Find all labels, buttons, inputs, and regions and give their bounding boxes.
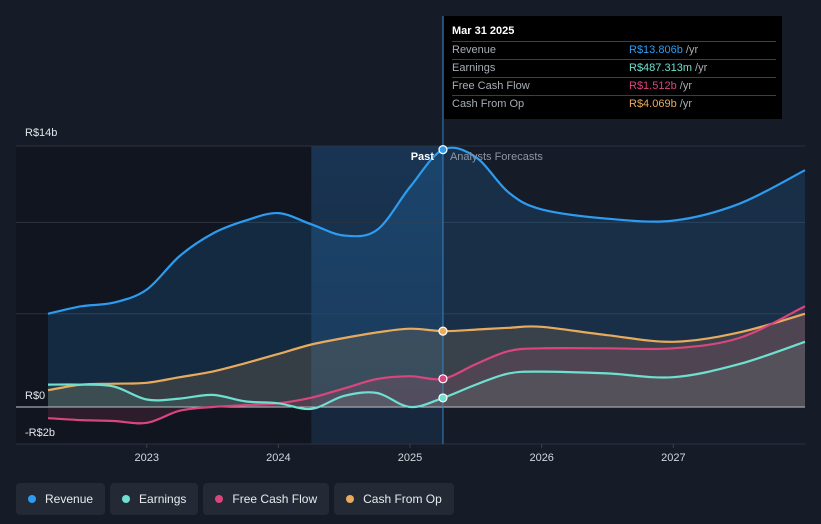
tooltip-value: R$13.806b	[629, 44, 683, 56]
y-tick-label: R$0	[25, 390, 45, 402]
revenue-area	[48, 147, 805, 407]
past-highlight-region	[311, 146, 443, 444]
free-cash-flow-line	[47, 305, 806, 425]
revenue-dot-icon	[28, 495, 36, 503]
x-tick-label: 2023	[134, 452, 158, 464]
legend-item-earnings[interactable]: Earnings	[110, 483, 199, 515]
tooltip-value: R$487.313m	[629, 62, 692, 74]
revenue-marker	[438, 145, 448, 155]
earnings-line	[47, 340, 806, 411]
tooltip-label: Earnings	[452, 62, 496, 74]
past-label: Past	[411, 151, 435, 163]
past-background	[16, 146, 312, 444]
tooltip-unit: /yr	[692, 62, 708, 74]
tooltip-unit: /yr	[682, 44, 699, 56]
revenue-line	[47, 146, 806, 315]
legend-item-cash-from-op[interactable]: Cash From Op	[334, 483, 454, 515]
cash-from-op-line	[47, 312, 806, 392]
tooltip-row-earnings: Earnings R$487.313m /yr	[452, 59, 776, 77]
x-tick-label: 2024	[266, 452, 290, 464]
free-cash-flow-area	[48, 306, 805, 424]
y-tick-label: -R$2b	[25, 427, 55, 439]
legend-item-free-cash-flow[interactable]: Free Cash Flow	[203, 483, 330, 515]
earnings-area	[48, 341, 805, 410]
legend-label: Earnings	[139, 492, 187, 506]
x-tick-label: 2027	[661, 452, 685, 464]
y-tick-label: R$14b	[25, 127, 57, 139]
x-tick-label: 2026	[529, 452, 553, 464]
tooltip-label: Free Cash Flow	[452, 80, 530, 92]
legend-label: Free Cash Flow	[232, 492, 318, 506]
legend-item-revenue[interactable]: Revenue	[16, 483, 106, 515]
free-cash-flow-marker	[438, 374, 448, 384]
tooltip-label: Revenue	[452, 44, 497, 56]
tooltip-date: Mar 31 2025	[452, 25, 515, 37]
tooltip-unit: /yr	[676, 80, 692, 92]
legend: Revenue Earnings Free Cash Flow Cash Fro…	[16, 483, 454, 515]
tooltip-row-cash-from-op: Cash From Op R$4.069b /yr	[452, 95, 776, 113]
tooltip-value: R$1.512b	[629, 80, 677, 92]
free-cash-flow-dot-icon	[215, 495, 224, 503]
tooltip-row-free-cash-flow: Free Cash Flow R$1.512b /yr	[452, 77, 776, 95]
earnings-dot-icon	[122, 495, 131, 503]
forecast-label: Analysts Forecasts	[450, 151, 543, 163]
legend-label: Revenue	[45, 492, 94, 506]
legend-label: Cash From Op	[363, 492, 442, 506]
tooltip: Mar 31 2025 Revenue R$13.806b /yr Earnin…	[444, 16, 782, 119]
tooltip-label: Cash From Op	[452, 98, 525, 110]
tooltip-unit: /yr	[676, 98, 692, 110]
x-tick-label: 2025	[398, 452, 422, 464]
cash-from-op-dot-icon	[346, 495, 355, 503]
cash-from-op-marker	[438, 326, 448, 336]
earnings-marker	[438, 393, 448, 403]
tooltip-value: R$4.069b	[629, 98, 677, 110]
tooltip-row-revenue: Revenue R$13.806b /yr	[452, 41, 776, 59]
